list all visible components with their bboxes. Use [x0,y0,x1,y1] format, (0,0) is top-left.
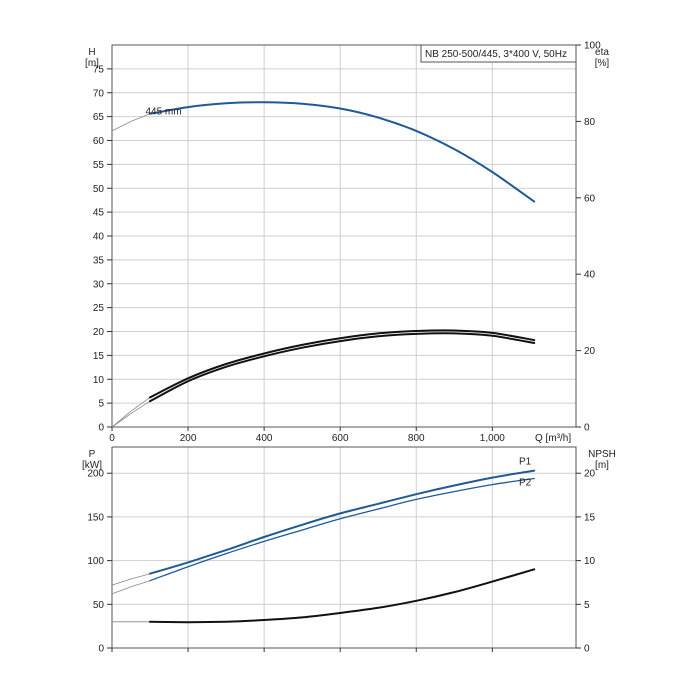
left-tick-label: 35 [93,255,105,266]
x-tick-label: 1,000 [480,433,505,444]
left-tick-label: 50 [93,184,105,195]
left-tick-label: 65 [93,112,105,123]
right-axis-title: NPSH [588,449,616,460]
x-tick-label: 600 [332,433,349,444]
left-tick-label: 0 [98,644,104,655]
right-tick-label: 5 [584,600,590,611]
right-axis-title: [%] [595,58,610,69]
left-tick-label: 30 [93,279,105,290]
series-p1-line [149,469,536,575]
right-tick-label: 10 [584,556,596,567]
x-tick-label: 0 [109,433,115,444]
x-tick-label: 400 [256,433,273,444]
left-tick-label: 150 [87,512,104,523]
curve-annotation: 445 mm [145,107,181,118]
left-axis-title: [m] [85,58,99,69]
left-tick-label: 40 [93,232,105,243]
right-tick-label: 0 [584,644,590,655]
series-top-1-line [149,329,536,399]
left-tick-label: 50 [93,600,105,611]
right-axis-title: eta [595,47,609,58]
series-p2-line [149,477,535,582]
right-tick-label: 15 [584,512,596,523]
title-box-frame [420,44,577,63]
right-tick-label: 20 [584,469,596,480]
left-tick-label: 25 [93,303,105,314]
right-tick-label: 20 [584,346,596,357]
left-tick-label: 60 [93,136,105,147]
curve-annotation: P2 [519,477,532,488]
x-tick-label: 200 [180,433,197,444]
x-tick-label: 800 [408,433,425,444]
left-tick-label: 200 [87,469,104,480]
curve-extrapolation [111,113,151,132]
left-tick-label: 75 [93,64,105,75]
right-tick-label: 100 [584,41,601,52]
curve-extrapolation [111,573,151,586]
left-tick-label: 45 [93,208,105,219]
right-axis-title: [m] [595,460,609,471]
left-tick-label: 20 [93,327,105,338]
plot-frame [111,446,577,649]
series-bottom-2-line [149,568,536,624]
right-tick-label: 60 [584,193,596,204]
curve-extrapolation [111,580,151,595]
curve-extrapolation [111,400,151,428]
right-tick-label: 0 [584,423,590,434]
title-box-text: NB 250-500/445, 3*400 V, 50Hz [425,49,567,60]
x-axis-label: Q [m³/h] [535,433,571,444]
left-axis-title: [kW] [82,460,102,471]
right-tick-label: 40 [584,270,596,281]
right-tick-label: 80 [584,117,596,128]
left-tick-label: 15 [93,351,105,362]
left-tick-label: 70 [93,88,105,99]
series-top-2-line [149,332,536,403]
head-efficiency-panel: 0 5 10 15 20 25 30 35 40 45 50 55 60 65 70 75 0 20 40 60 80 1… [85,41,609,445]
left-tick-label: 10 [93,375,105,386]
title-box: NB 250-500/445, 3*400 V, 50Hz [420,44,577,63]
curve-extrapolation [111,397,151,428]
left-tick-label: 55 [93,160,105,171]
power-npsh-panel: 0 50 100 150 200 0 5 10 15 20 P[kW] NPSH[m] P1 P2 [82,446,616,655]
left-tick-label: 100 [87,556,104,567]
curve-annotation: P1 [519,456,532,467]
series-445-mm-line [149,101,536,203]
left-tick-label: 5 [98,399,104,410]
left-tick-label: 0 [98,423,104,434]
left-axis-title: H [88,47,95,58]
left-axis-title: P [89,449,96,460]
